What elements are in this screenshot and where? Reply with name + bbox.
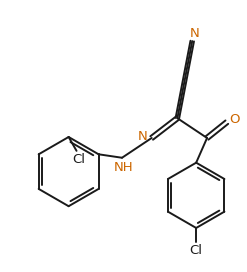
Text: O: O bbox=[229, 113, 240, 126]
Text: Cl: Cl bbox=[190, 244, 203, 257]
Text: N: N bbox=[138, 129, 148, 143]
Text: Cl: Cl bbox=[72, 153, 85, 166]
Text: NH: NH bbox=[114, 161, 134, 174]
Text: N: N bbox=[189, 27, 199, 40]
